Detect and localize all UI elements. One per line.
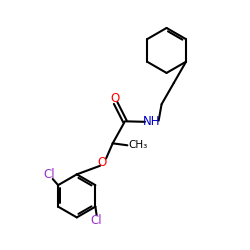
Text: O: O (98, 156, 107, 170)
Text: NH: NH (143, 115, 160, 128)
Text: CH₃: CH₃ (128, 140, 148, 150)
Text: Cl: Cl (91, 214, 102, 226)
Text: Cl: Cl (43, 168, 55, 181)
Text: O: O (110, 92, 120, 104)
